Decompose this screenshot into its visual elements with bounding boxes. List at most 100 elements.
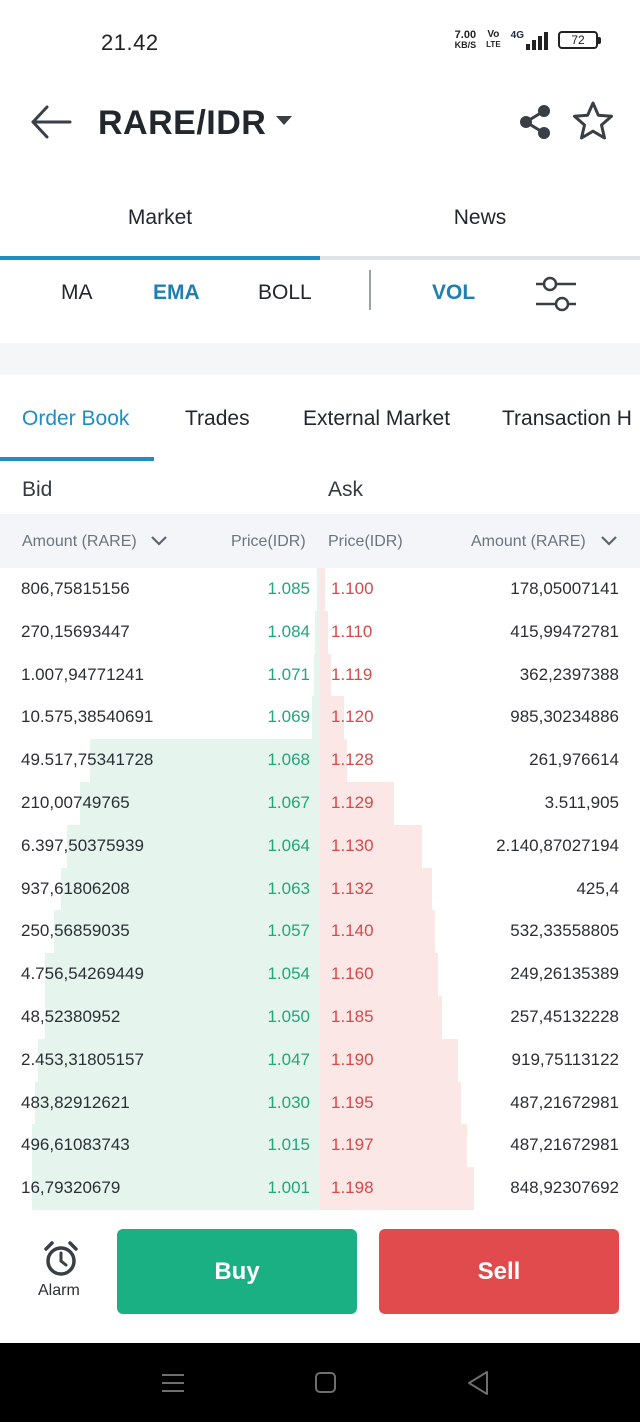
- ask-price[interactable]: 1.197: [331, 1135, 374, 1155]
- ask-amount[interactable]: 257,45132228: [510, 1007, 619, 1026]
- bid-price[interactable]: 1.001: [267, 1178, 310, 1198]
- bid-amount[interactable]: 10.575,38540691: [21, 707, 154, 727]
- home-icon[interactable]: [315, 1372, 336, 1393]
- pair-title[interactable]: RARE/IDR: [98, 104, 267, 142]
- ask-amount-header[interactable]: Amount (RARE): [471, 533, 586, 550]
- bid-amount[interactable]: 250,56859035: [21, 921, 130, 941]
- order-book-row[interactable]: 937,61806208 1.063 1.132 425,4: [0, 868, 640, 911]
- ask-price[interactable]: 1.185: [331, 1007, 374, 1026]
- bid-price[interactable]: 1.085: [267, 579, 310, 598]
- ask-price[interactable]: 1.130: [331, 835, 374, 855]
- ask-amount[interactable]: 178,05007141: [510, 579, 619, 598]
- bid-amount[interactable]: 4.756,54269449: [21, 964, 144, 984]
- bid-price[interactable]: 1.084: [267, 621, 310, 641]
- ask-price[interactable]: 1.198: [331, 1178, 374, 1198]
- tab-order-book[interactable]: Order Book: [22, 407, 130, 430]
- ask-amount[interactable]: 487,21672981: [510, 1135, 619, 1155]
- chevron-down-icon[interactable]: [600, 535, 618, 547]
- bid-amount[interactable]: 483,82912621: [21, 1092, 130, 1112]
- order-book-row[interactable]: 48,52380952 1.050 1.185 257,45132228: [0, 996, 640, 1039]
- ask-price[interactable]: 1.128: [331, 750, 374, 770]
- ask-price[interactable]: 1.120: [331, 707, 374, 727]
- order-book-row[interactable]: 2.453,31805157 1.047 1.190 919,75113122: [0, 1039, 640, 1082]
- order-book-row[interactable]: 250,56859035 1.057 1.140 532,33558805: [0, 910, 640, 953]
- order-book-row[interactable]: 270,15693447 1.084 1.110 415,99472781: [0, 611, 640, 654]
- bid-amount[interactable]: 49.517,75341728: [21, 750, 154, 770]
- arrow-left-icon[interactable]: [30, 104, 72, 140]
- indicator-ema[interactable]: EMA: [153, 281, 200, 304]
- tab-news[interactable]: News: [453, 206, 507, 229]
- bid-amount[interactable]: 270,15693447: [21, 621, 130, 641]
- indicator-vol[interactable]: VOL: [432, 281, 476, 304]
- tab-transaction-history[interactable]: Transaction H: [502, 407, 632, 430]
- tab-trades[interactable]: Trades: [185, 407, 250, 430]
- bid-price[interactable]: 1.064: [267, 835, 310, 855]
- ask-price[interactable]: 1.119: [331, 664, 373, 684]
- bid-price[interactable]: 1.047: [267, 1049, 310, 1069]
- bid-amount[interactable]: 210,00749765: [21, 793, 130, 812]
- ask-amount[interactable]: 3.511,905: [544, 793, 619, 812]
- bid-amount-header[interactable]: Amount (RARE): [22, 533, 137, 550]
- tab-market[interactable]: Market: [127, 206, 193, 229]
- indicator-boll[interactable]: BOLL: [258, 281, 312, 304]
- bid-amount[interactable]: 2.453,31805157: [21, 1049, 144, 1069]
- ask-amount[interactable]: 919,75113122: [511, 1049, 619, 1069]
- chevron-down-icon[interactable]: [150, 535, 168, 547]
- ask-amount[interactable]: 261,976614: [529, 750, 619, 770]
- sell-button[interactable]: Sell: [379, 1229, 619, 1314]
- order-book-row[interactable]: 483,82912621 1.030 1.195 487,21672981: [0, 1082, 640, 1125]
- ask-price[interactable]: 1.110: [331, 621, 373, 641]
- bid-price[interactable]: 1.071: [267, 664, 310, 684]
- ask-price[interactable]: 1.100: [331, 579, 374, 598]
- alarm-label[interactable]: Alarm: [38, 1282, 80, 1299]
- ask-amount[interactable]: 362,2397388: [519, 664, 619, 684]
- bid-amount[interactable]: 937,61806208: [21, 878, 130, 898]
- order-book-row[interactable]: 210,00749765 1.067 1.129 3.511,905: [0, 782, 640, 825]
- order-book-row[interactable]: 1.007,94771241 1.071 1.119 362,2397388: [0, 654, 640, 697]
- ask-amount[interactable]: 532,33558805: [510, 921, 619, 941]
- ask-price[interactable]: 1.195: [331, 1092, 374, 1112]
- back-triangle-icon[interactable]: [466, 1370, 490, 1396]
- ask-price[interactable]: 1.132: [331, 878, 374, 898]
- bid-price[interactable]: 1.057: [267, 921, 310, 941]
- bid-amount[interactable]: 6.397,50375939: [21, 835, 144, 855]
- bid-price[interactable]: 1.063: [267, 878, 310, 898]
- ask-price[interactable]: 1.129: [331, 793, 374, 812]
- recent-apps-icon[interactable]: [161, 1371, 185, 1395]
- ask-amount[interactable]: 249,26135389: [510, 964, 619, 984]
- buy-button[interactable]: Buy: [117, 1229, 357, 1314]
- order-book-row[interactable]: 496,61083743 1.015 1.197 487,21672981: [0, 1124, 640, 1167]
- ask-price[interactable]: 1.160: [331, 964, 374, 984]
- ask-price[interactable]: 1.140: [331, 921, 374, 941]
- bid-price[interactable]: 1.068: [267, 750, 310, 770]
- share-icon[interactable]: [518, 104, 552, 140]
- bid-price[interactable]: 1.030: [267, 1092, 310, 1112]
- bid-price[interactable]: 1.069: [267, 707, 310, 727]
- ask-amount[interactable]: 848,92307692: [510, 1178, 619, 1198]
- indicator-ma[interactable]: MA: [61, 281, 93, 304]
- order-book-row[interactable]: 49.517,75341728 1.068 1.128 261,976614: [0, 739, 640, 782]
- bid-price[interactable]: 1.067: [267, 793, 310, 812]
- ask-amount[interactable]: 2.140,87027194: [496, 835, 619, 855]
- bid-price[interactable]: 1.054: [267, 964, 310, 984]
- bid-amount[interactable]: 1.007,94771241: [21, 664, 144, 684]
- ask-amount[interactable]: 425,4: [576, 878, 619, 898]
- star-icon[interactable]: [572, 100, 614, 142]
- order-book-row[interactable]: 10.575,38540691 1.069 1.120 985,30234886: [0, 696, 640, 739]
- bid-amount[interactable]: 806,75815156: [21, 579, 130, 598]
- alarm-clock-icon[interactable]: [42, 1240, 80, 1278]
- order-book-row[interactable]: 806,75815156 1.085 1.100 178,05007141: [0, 568, 640, 611]
- order-book-row[interactable]: 4.756,54269449 1.054 1.160 249,26135389: [0, 953, 640, 996]
- bid-amount[interactable]: 16,79320679: [21, 1178, 121, 1198]
- bid-amount[interactable]: 496,61083743: [21, 1135, 130, 1155]
- caret-down-icon[interactable]: [276, 116, 292, 125]
- bid-price[interactable]: 1.015: [267, 1135, 310, 1155]
- ask-amount[interactable]: 985,30234886: [510, 707, 619, 727]
- tab-external-market[interactable]: External Market: [303, 407, 451, 430]
- sliders-icon[interactable]: [534, 274, 578, 314]
- order-book-row[interactable]: 16,79320679 1.001 1.198 848,92307692: [0, 1167, 640, 1210]
- order-book-row[interactable]: 6.397,50375939 1.064 1.130 2.140,87027194: [0, 825, 640, 868]
- ask-amount[interactable]: 415,99472781: [510, 621, 619, 641]
- bid-amount[interactable]: 48,52380952: [21, 1007, 121, 1026]
- ask-price[interactable]: 1.190: [331, 1049, 374, 1069]
